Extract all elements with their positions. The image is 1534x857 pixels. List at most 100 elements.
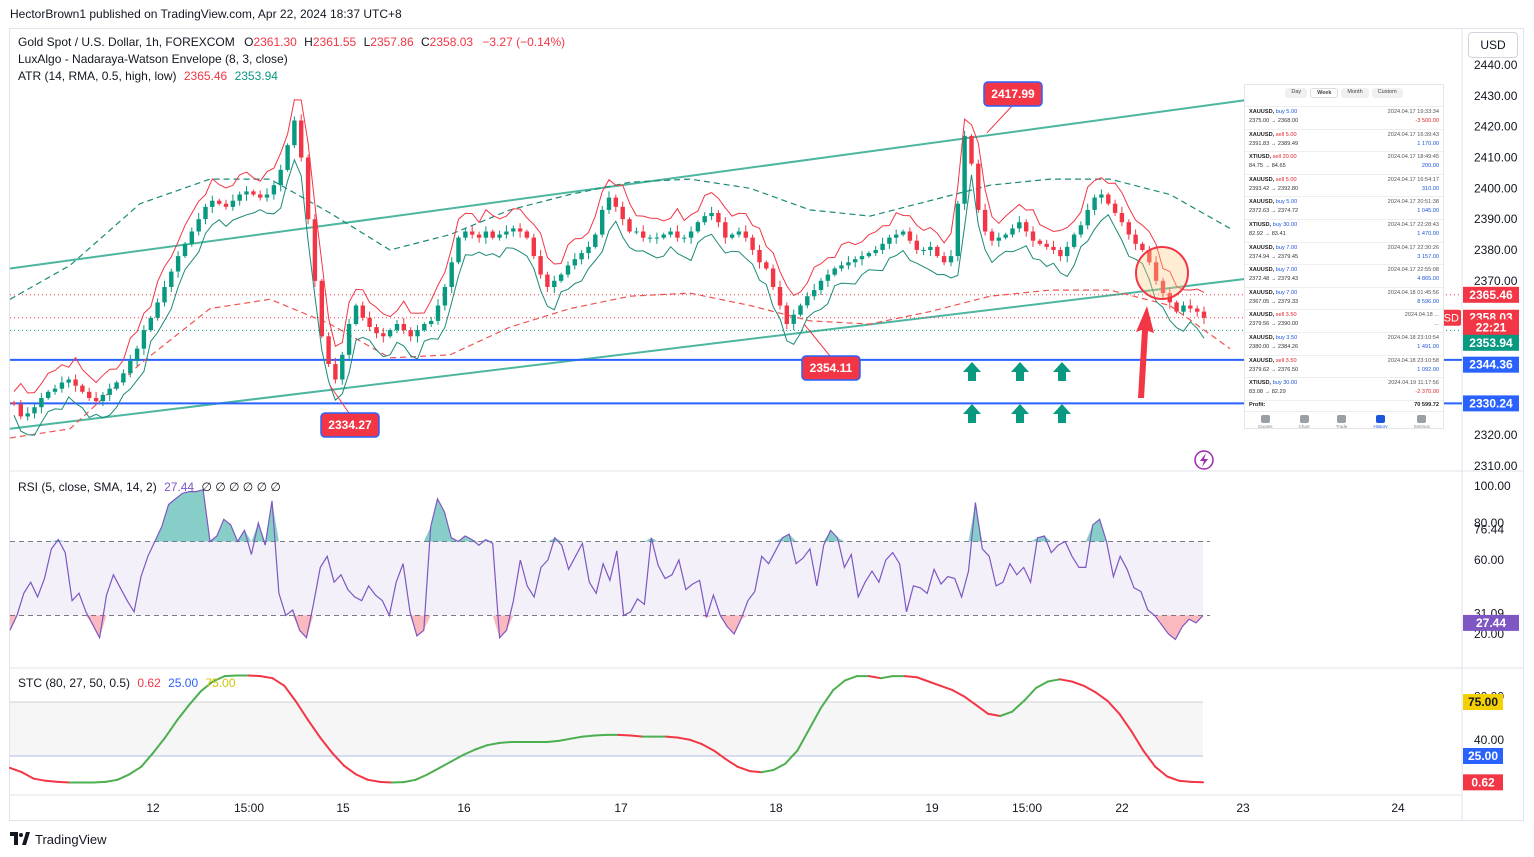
stc-line-segment [140, 751, 155, 768]
stc-line-segment [1023, 687, 1037, 702]
stc-line-segment [784, 749, 799, 765]
candle-body [661, 234, 666, 238]
candle-body [155, 302, 160, 318]
candle-body [442, 287, 448, 306]
price-tick-label: 2410.00 [1474, 150, 1518, 164]
trade-side: buy 5.00 [1275, 199, 1298, 206]
legend-stc-title: STC (80, 27, 50, 0.5) [18, 676, 131, 690]
stc-line-segment [868, 675, 882, 680]
profit-row: Profit: 70 599.72 [1245, 401, 1443, 412]
candle-body [223, 203, 229, 207]
candle-body [805, 296, 810, 306]
price-label-box [1463, 286, 1519, 303]
stc-line-segment [247, 674, 262, 678]
candle-body [558, 274, 564, 281]
candle-body [613, 197, 618, 207]
legend-atr[interactable]: ATR (14, RMA, 0.5, high, low) 2365.46 23… [18, 68, 278, 85]
trade-pl: 1 470.00 [1417, 230, 1439, 237]
stc-value-label: 0.62 [1471, 775, 1495, 789]
trade-side: buy 3.50 [1275, 334, 1298, 341]
legend-main: Gold Spot / U.S. Dollar, 1h, FOREXCOM O2… [18, 34, 565, 51]
trade-prices: 2391.83 → 2389.49 [1249, 140, 1299, 147]
stc-line-segment [366, 778, 381, 783]
price-tick-label: 2400.00 [1474, 181, 1518, 195]
candle-body [1195, 308, 1200, 312]
cut-row [1245, 100, 1443, 107]
tab-week: Week [1310, 88, 1339, 98]
candle-body [750, 237, 755, 250]
time-tick-label: 12 [146, 801, 160, 815]
annotation-label: 2354.11 [810, 361, 853, 375]
candle-body [73, 379, 78, 386]
candle-body [196, 219, 201, 232]
candle-body [1153, 262, 1159, 281]
candle-body [319, 280, 324, 337]
stc-line-segment [951, 689, 966, 698]
stc-line-segment [32, 777, 47, 782]
candle-body [791, 314, 796, 324]
price-label-box [1463, 319, 1519, 336]
currency-button[interactable]: USD [1468, 32, 1518, 58]
candle-body [688, 231, 694, 238]
stc-line-segment [474, 744, 489, 751]
candle-body [251, 191, 256, 195]
candle-body [463, 231, 468, 238]
candle-body [709, 213, 714, 217]
stc-line-segment [617, 733, 632, 737]
trade-list: XAUUSD, buy 5.00 2024.04.17 19:33:34 2375.… [1245, 107, 1443, 401]
candle-body [422, 324, 427, 331]
time-tick-label: 18 [769, 801, 783, 815]
stc-line-segment [56, 780, 71, 784]
stc-line-segment [808, 706, 823, 730]
candle-body [764, 262, 769, 269]
candle-body [545, 274, 550, 287]
nav-history-label: History [1373, 423, 1388, 429]
stc-line-segment [211, 675, 226, 683]
candle-body [346, 324, 352, 355]
candle-body [976, 163, 981, 210]
stc-line-segment [844, 675, 858, 682]
channel-lower-line [9, 276, 1256, 430]
stc-line-segment [438, 760, 453, 769]
trade-time: 2024.04.17 22:30:26 [1387, 244, 1439, 251]
candle-body [52, 388, 58, 392]
legend-symbol[interactable]: Gold Spot / U.S. Dollar, 1h, FOREXCOM [18, 35, 235, 49]
candle-body [982, 209, 988, 232]
price-label-text: 2353.94 [1469, 336, 1513, 350]
tab-month: Month [1341, 88, 1369, 98]
trade-row: XAUUSD, buy 7.00 2024.04.17 22:55:08 2372.… [1245, 265, 1443, 288]
candle-body [148, 317, 153, 331]
tradingview-logo-icon [10, 832, 30, 845]
price-label-box [1463, 334, 1519, 351]
trade-row: XTIUSD, buy 30.00 2024.04.17 22:28:43 82.9… [1245, 220, 1443, 243]
trade-symbol: XTIUSD, buy 30.00 [1249, 221, 1298, 228]
nav-quotes: Quotes [1258, 414, 1273, 428]
legend-stc[interactable]: STC (80, 27, 50, 0.5) 0.62 25.00 75.00 [18, 675, 236, 692]
stc-line-segment [569, 735, 584, 740]
stc-line-segment [378, 780, 393, 784]
nav-history: History [1373, 414, 1388, 429]
time-tick-label: 24 [1391, 801, 1405, 815]
footer[interactable]: TradingView [10, 829, 107, 849]
candle-body [429, 320, 434, 324]
candle-body [1092, 197, 1097, 210]
rsi-line [9, 488, 1204, 641]
candle-body [695, 222, 701, 232]
candle-body [189, 231, 194, 244]
candle-body [770, 268, 776, 287]
stc-line-segment [44, 779, 59, 783]
stc-line-segment [450, 753, 465, 763]
candle-body [278, 169, 283, 186]
candle-body [162, 287, 167, 303]
candle-body [935, 246, 940, 257]
legend-l-label: L [363, 35, 371, 49]
rsi-tick-label: 80.00 [1474, 516, 1504, 530]
legend-envelope[interactable]: LuxAlgo - Nadaraya-Watson Envelope (8, 3… [18, 52, 288, 66]
stc-line-segment [486, 742, 501, 747]
candle-body [654, 237, 660, 239]
legend-rsi[interactable]: RSI (5, close, SMA, 14, 2) 27.44 ∅ ∅ ∅ ∅… [18, 479, 281, 496]
candle-body [1181, 305, 1186, 312]
candle-body [818, 280, 824, 290]
trade-prices: 82.92 → 83.41 [1249, 230, 1286, 237]
